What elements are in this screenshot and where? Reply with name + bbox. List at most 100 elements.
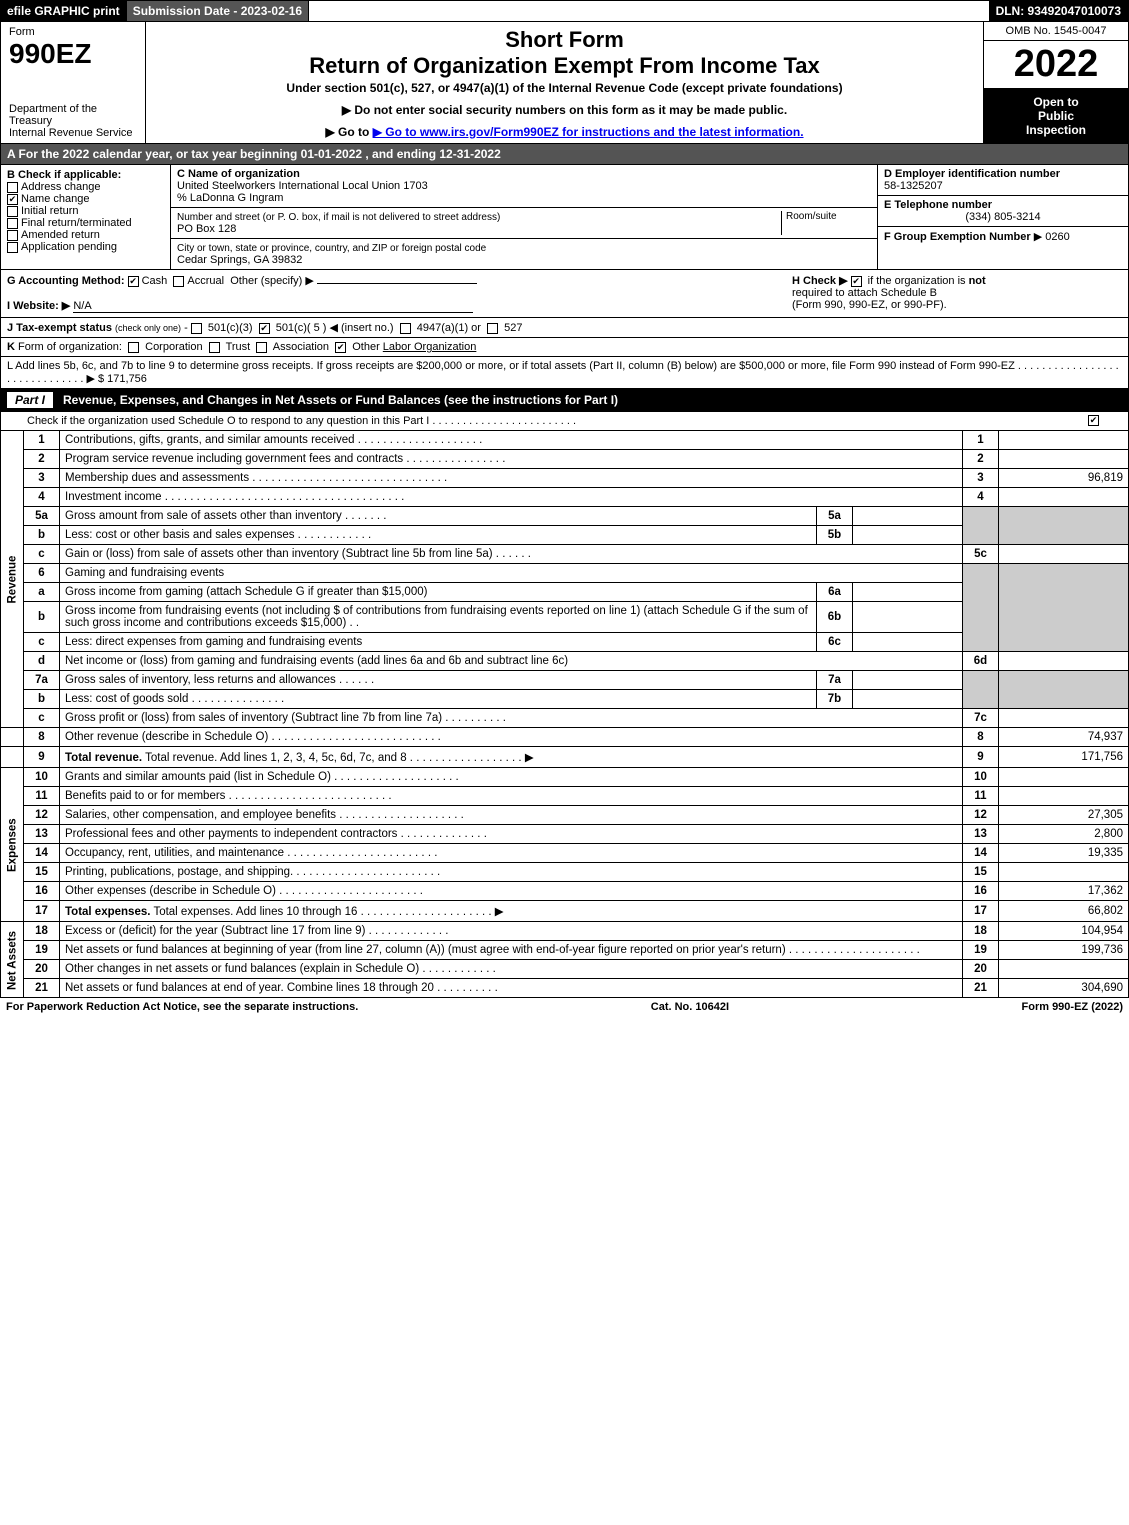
line-6: 6Gaming and fundraising events <box>1 564 1129 583</box>
submission-date: Submission Date - 2023-02-16 <box>127 1 309 21</box>
open-line1: Open to <box>986 95 1126 109</box>
line-14: 14Occupancy, rent, utilities, and mainte… <box>1 844 1129 863</box>
efile-print-button[interactable]: efile GRAPHIC print <box>1 1 127 21</box>
form-number: 990EZ <box>9 38 137 70</box>
street: PO Box 128 <box>177 223 236 235</box>
line-6b: bGross income from fundraising events (n… <box>1 602 1129 633</box>
chk-527[interactable] <box>487 323 498 334</box>
section-b: B Check if applicable: Address change Na… <box>1 165 171 269</box>
city-label: City or town, state or province, country… <box>177 243 486 254</box>
line-18: Net Assets 18Excess or (deficit) for the… <box>1 922 1129 941</box>
chk-501c3[interactable] <box>191 323 202 334</box>
chk-501c[interactable] <box>259 323 270 334</box>
line-7c: cGross profit or (loss) from sales of in… <box>1 709 1129 728</box>
part1-sub-text: Check if the organization used Schedule … <box>27 415 576 427</box>
chk-corporation[interactable] <box>128 342 139 353</box>
line-5c: cGain or (loss) from sale of assets othe… <box>1 545 1129 564</box>
lines-table: Revenue 1Contributions, gifts, grants, a… <box>0 431 1129 998</box>
row-l-value: 171,756 <box>107 373 147 385</box>
chk-schedule-b[interactable] <box>851 276 862 287</box>
chk-name-change[interactable]: Name change <box>7 193 164 205</box>
chk-final-return[interactable]: Final return/terminated <box>7 217 164 229</box>
chk-accrual[interactable] <box>173 276 184 287</box>
chk-application-pending[interactable]: Application pending <box>7 241 164 253</box>
footer-right: Form 990-EZ (2022) <box>1022 1001 1124 1013</box>
tax-year: 2022 <box>984 41 1128 89</box>
chk-amended-return[interactable]: Amended return <box>7 229 164 241</box>
chk-cash[interactable] <box>128 276 139 287</box>
care-of: % LaDonna G Ingram <box>177 192 283 204</box>
irs-link[interactable]: ▶ Go to www.irs.gov/Form990EZ for instru… <box>373 125 804 139</box>
section-c: C Name of organization United Steelworke… <box>171 165 878 269</box>
page-footer: For Paperwork Reduction Act Notice, see … <box>0 998 1129 1016</box>
org-name: United Steelworkers International Local … <box>177 180 428 192</box>
open-line2: Public <box>986 109 1126 123</box>
line-15: 15Printing, publications, postage, and s… <box>1 863 1129 882</box>
chk-address-change[interactable]: Address change <box>7 181 164 193</box>
chk-association[interactable] <box>256 342 267 353</box>
row-l-text: L Add lines 5b, 6c, and 7b to line 9 to … <box>7 360 1119 385</box>
line-7a: 7aGross sales of inventory, less returns… <box>1 671 1129 690</box>
line-11: 11Benefits paid to or for members . . . … <box>1 787 1129 806</box>
room-suite-label: Room/suite <box>781 211 871 235</box>
city: Cedar Springs, GA 39832 <box>177 254 302 266</box>
chk-other-org[interactable] <box>335 342 346 353</box>
street-label: Number and street (or P. O. box, if mail… <box>177 212 500 223</box>
row-bcdef: B Check if applicable: Address change Na… <box>0 165 1129 270</box>
chk-4947[interactable] <box>400 323 411 334</box>
section-f-label: F Group Exemption Number <box>884 231 1031 243</box>
expenses-side-label: Expenses <box>1 768 24 922</box>
line-2: 2Program service revenue including gover… <box>1 450 1129 469</box>
row-j: J Tax-exempt status (check only one) - 5… <box>0 318 1129 338</box>
section-g: G Accounting Method: Cash Accrual Other … <box>7 274 792 313</box>
section-e: E Telephone number (334) 805-3214 <box>878 196 1128 227</box>
instruction-ssn: ▶ Do not enter social security numbers o… <box>154 103 975 117</box>
line-4: 4Investment income . . . . . . . . . . .… <box>1 488 1129 507</box>
title-short-form: Short Form <box>154 27 975 53</box>
line-19: 19Net assets or fund balances at beginni… <box>1 941 1129 960</box>
section-b-label: B Check if applicable: <box>7 169 164 181</box>
form-word: Form <box>9 26 137 38</box>
section-f: F Group Exemption Number ▶ 0260 <box>878 227 1128 246</box>
street-block: Number and street (or P. O. box, if mail… <box>171 208 877 239</box>
header-center: Short Form Return of Organization Exempt… <box>146 22 983 143</box>
top-bar: efile GRAPHIC print Submission Date - 20… <box>0 0 1129 22</box>
footer-left: For Paperwork Reduction Act Notice, see … <box>6 1001 358 1013</box>
header-right: OMB No. 1545-0047 2022 Open to Public In… <box>983 22 1128 143</box>
line-20: 20Other changes in net assets or fund ba… <box>1 960 1129 979</box>
section-def: D Employer identification number 58-1325… <box>878 165 1128 269</box>
part1-sub: Check if the organization used Schedule … <box>0 412 1129 431</box>
line-13: 13Professional fees and other payments t… <box>1 825 1129 844</box>
part1-title: Revenue, Expenses, and Changes in Net As… <box>63 393 618 407</box>
line-1: Revenue 1Contributions, gifts, grants, a… <box>1 431 1129 450</box>
form-header: Form 990EZ Department of the Treasury In… <box>0 22 1129 144</box>
line-8: 8Other revenue (describe in Schedule O) … <box>1 728 1129 747</box>
row-gh: G Accounting Method: Cash Accrual Other … <box>0 270 1129 318</box>
title-return: Return of Organization Exempt From Incom… <box>154 53 975 79</box>
line-7b: bLess: cost of goods sold . . . . . . . … <box>1 690 1129 709</box>
netassets-side-label: Net Assets <box>1 922 24 998</box>
line-12: 12Salaries, other compensation, and empl… <box>1 806 1129 825</box>
dln: DLN: 93492047010073 <box>990 1 1128 21</box>
row-a: A For the 2022 calendar year, or tax yea… <box>0 144 1129 165</box>
chk-schedule-o[interactable] <box>1088 415 1099 426</box>
section-i-label: I Website: ▶ <box>7 300 70 312</box>
top-spacer <box>309 1 989 21</box>
omb-number: OMB No. 1545-0047 <box>984 22 1128 41</box>
line-5a: 5aGross amount from sale of assets other… <box>1 507 1129 526</box>
org-name-block: C Name of organization United Steelworke… <box>171 165 877 208</box>
line-5b: bLess: cost or other basis and sales exp… <box>1 526 1129 545</box>
website-input[interactable]: N/A <box>73 300 473 313</box>
line-6c: cLess: direct expenses from gaming and f… <box>1 633 1129 652</box>
telephone: (334) 805-3214 <box>884 211 1122 223</box>
chk-initial-return[interactable]: Initial return <box>7 205 164 217</box>
footer-center: Cat. No. 10642I <box>651 1001 729 1013</box>
revenue-side-label: Revenue <box>1 431 24 728</box>
line-10: Expenses 10Grants and similar amounts pa… <box>1 768 1129 787</box>
subtitle: Under section 501(c), 527, or 4947(a)(1)… <box>154 81 975 95</box>
section-h-label: H Check ▶ <box>792 275 848 287</box>
chk-trust[interactable] <box>209 342 220 353</box>
section-c-label: C Name of organization <box>177 168 300 180</box>
open-line3: Inspection <box>986 123 1126 137</box>
other-specify-input[interactable] <box>317 283 477 284</box>
